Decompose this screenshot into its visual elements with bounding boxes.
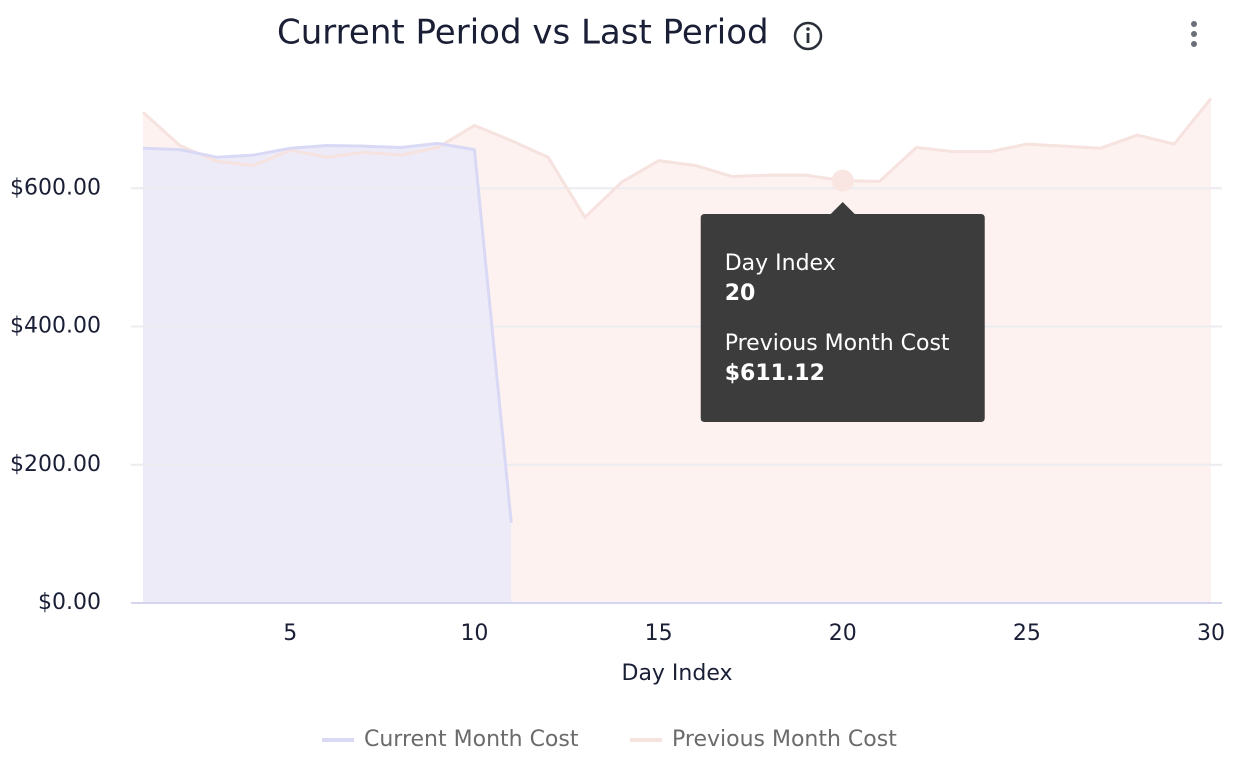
tooltip-box bbox=[700, 202, 985, 422]
info-icon[interactable] bbox=[793, 21, 823, 51]
tooltip-series-title: Previous Month Cost bbox=[725, 331, 950, 356]
x-tick-label: 10 bbox=[460, 621, 488, 646]
grid bbox=[131, 187, 1222, 604]
tooltip-x-value: 20 bbox=[725, 281, 756, 306]
legend-label: Current Month Cost bbox=[364, 727, 579, 752]
menu-button[interactable] bbox=[1191, 21, 1197, 47]
x-axis-label: Day Index bbox=[622, 661, 733, 686]
series-line bbox=[142, 141, 513, 523]
tooltip-x-title: Day Index bbox=[725, 251, 836, 276]
area-fill bbox=[143, 143, 512, 603]
x-tick-label: 5 bbox=[283, 621, 297, 646]
y-tick-label: $200.00 bbox=[10, 452, 101, 477]
y-tick-label: $0.00 bbox=[38, 590, 101, 615]
x-tick-label: 15 bbox=[645, 621, 673, 646]
y-tick-label: $400.00 bbox=[10, 314, 101, 339]
x-tick-label: 25 bbox=[1013, 621, 1041, 646]
legend-label: Previous Month Cost bbox=[672, 727, 897, 752]
x-tick-label: 30 bbox=[1197, 621, 1225, 646]
tooltip-value: $611.12 bbox=[725, 361, 825, 386]
y-tick-label: $600.00 bbox=[10, 175, 101, 200]
chart-title: Current Period vs Last Period bbox=[277, 13, 769, 53]
hover-point bbox=[831, 169, 854, 192]
x-tick-label: 20 bbox=[829, 621, 857, 646]
series-line bbox=[141, 97, 1213, 219]
